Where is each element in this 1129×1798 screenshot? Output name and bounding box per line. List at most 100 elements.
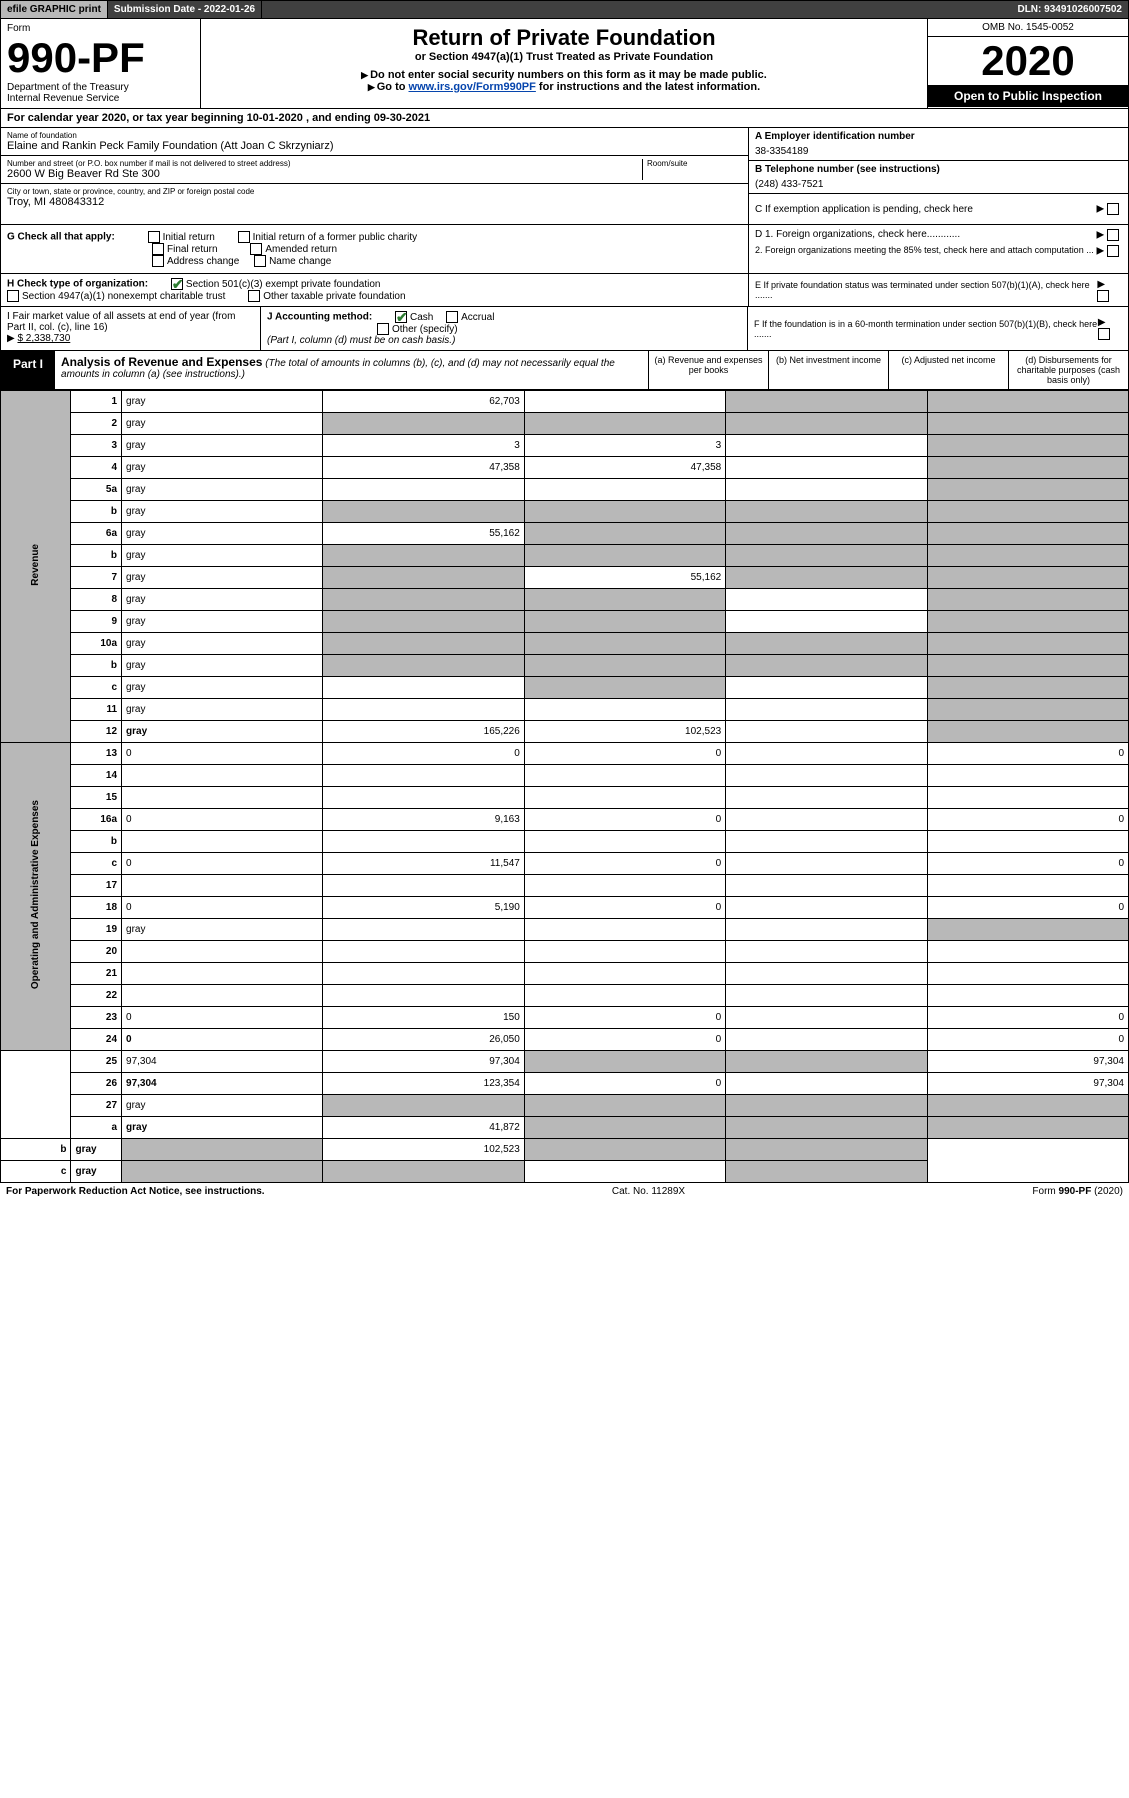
row-desc: gray: [122, 611, 323, 633]
row-desc: gray: [122, 655, 323, 677]
cell-d: [927, 721, 1128, 743]
cell-b: [524, 501, 725, 523]
dept: Department of the Treasury: [7, 82, 194, 93]
cell-c: [726, 589, 927, 611]
cell-c: [726, 1095, 927, 1117]
cell-c: [726, 985, 927, 1007]
cell-a: 11,547: [323, 853, 524, 875]
omb-number: OMB No. 1545-0052: [928, 19, 1128, 37]
cell-d: [927, 787, 1128, 809]
side-operating: Operating and Administrative Expenses: [1, 743, 71, 1051]
g-address[interactable]: [152, 255, 164, 267]
room-label: Room/suite: [647, 159, 742, 168]
cell-d: [927, 545, 1128, 567]
row-num: 18: [71, 897, 122, 919]
f-section: F If the foundation is in a 60-month ter…: [748, 307, 1128, 350]
cell-a: 123,354: [323, 1073, 524, 1095]
cell-d: [927, 677, 1128, 699]
row-desc: 0: [122, 743, 323, 765]
row-desc: [122, 765, 323, 787]
cell-c: [726, 1007, 927, 1029]
cell-c: [726, 655, 927, 677]
col-c: (c) Adjusted net income: [888, 351, 1008, 389]
cell-b: [524, 611, 725, 633]
cell-a: [323, 677, 524, 699]
irs-link[interactable]: www.irs.gov/Form990PF: [409, 81, 536, 93]
g-initial[interactable]: [148, 231, 160, 243]
side-blank: [1, 1051, 71, 1139]
cell-a: [323, 919, 524, 941]
g-amended[interactable]: [250, 243, 262, 255]
table-row: 24026,05000: [1, 1029, 1129, 1051]
cell-d: 0: [927, 1007, 1128, 1029]
table-row: 8gray: [1, 589, 1129, 611]
side-revenue: Revenue: [1, 391, 71, 743]
cell-a: 3: [323, 435, 524, 457]
cell-b: 55,162: [524, 567, 725, 589]
e-checkbox[interactable]: [1097, 290, 1109, 302]
cell-b: 102,523: [524, 721, 725, 743]
cell-b: [524, 963, 725, 985]
row-desc: 0: [122, 1029, 323, 1051]
c-checkbox[interactable]: [1107, 203, 1119, 215]
cell-a: 5,190: [323, 897, 524, 919]
row-desc: gray: [122, 435, 323, 457]
cell-d: [927, 1117, 1128, 1139]
cell-a: [323, 479, 524, 501]
info-left: Name of foundation Elaine and Rankin Pec…: [1, 128, 748, 224]
cell-d: [927, 523, 1128, 545]
name-value: Elaine and Rankin Peck Family Foundation…: [7, 140, 742, 152]
cell-a: [323, 567, 524, 589]
table-row: 2697,304123,354097,304: [1, 1073, 1129, 1095]
row-desc: gray: [122, 391, 323, 413]
cell-c: [726, 1073, 927, 1095]
cell-d: [726, 1139, 927, 1161]
cell-a: 47,358: [323, 457, 524, 479]
table-row: 27gray: [1, 1095, 1129, 1117]
h-e-row: H Check type of organization: Section 50…: [0, 274, 1129, 307]
j-accrual[interactable]: [446, 311, 458, 323]
g-initial-former[interactable]: [238, 231, 250, 243]
cell-c: [726, 1051, 927, 1073]
city-label: City or town, state or province, country…: [7, 187, 742, 196]
c-cell: C If exemption application is pending, c…: [749, 194, 1128, 224]
row-num: 26: [71, 1073, 122, 1095]
cell-a: [323, 765, 524, 787]
cell-b: 0: [524, 809, 725, 831]
row-desc: [122, 963, 323, 985]
col-b: (b) Net investment income: [768, 351, 888, 389]
h-4947[interactable]: [7, 290, 19, 302]
cell-d: [927, 985, 1128, 1007]
table-row: cgray: [1, 1161, 1129, 1183]
row-desc: gray: [122, 699, 323, 721]
ijf-row: I Fair market value of all assets at end…: [0, 307, 1129, 351]
row-num: 5a: [71, 479, 122, 501]
g-final[interactable]: [152, 243, 164, 255]
cell-b: [524, 633, 725, 655]
row-num: 4: [71, 457, 122, 479]
h-other-tax[interactable]: [248, 290, 260, 302]
cell-b: 102,523: [323, 1139, 524, 1161]
row-num: b: [71, 831, 122, 853]
f-checkbox[interactable]: [1098, 328, 1110, 340]
j-cash[interactable]: [395, 311, 407, 323]
row-num: 8: [71, 589, 122, 611]
d1-checkbox[interactable]: [1107, 229, 1119, 241]
g-name[interactable]: [254, 255, 266, 267]
cell-a: 55,162: [323, 523, 524, 545]
d2-checkbox[interactable]: [1107, 245, 1119, 257]
cell-b: [524, 1117, 725, 1139]
table-row: 17: [1, 875, 1129, 897]
efile-label[interactable]: efile GRAPHIC print: [1, 1, 108, 18]
h-501c3[interactable]: [171, 278, 183, 290]
cell-b: 47,358: [524, 457, 725, 479]
tax-year: 2020: [928, 37, 1128, 85]
cell-a: 62,703: [323, 391, 524, 413]
j-other[interactable]: [377, 323, 389, 335]
cell-c: [726, 875, 927, 897]
cell-d: [927, 435, 1128, 457]
warn-link: Go to www.irs.gov/Form990PF for instruct…: [207, 81, 921, 93]
cell-c: [726, 545, 927, 567]
cell-c: [726, 963, 927, 985]
i-section: I Fair market value of all assets at end…: [1, 307, 261, 350]
